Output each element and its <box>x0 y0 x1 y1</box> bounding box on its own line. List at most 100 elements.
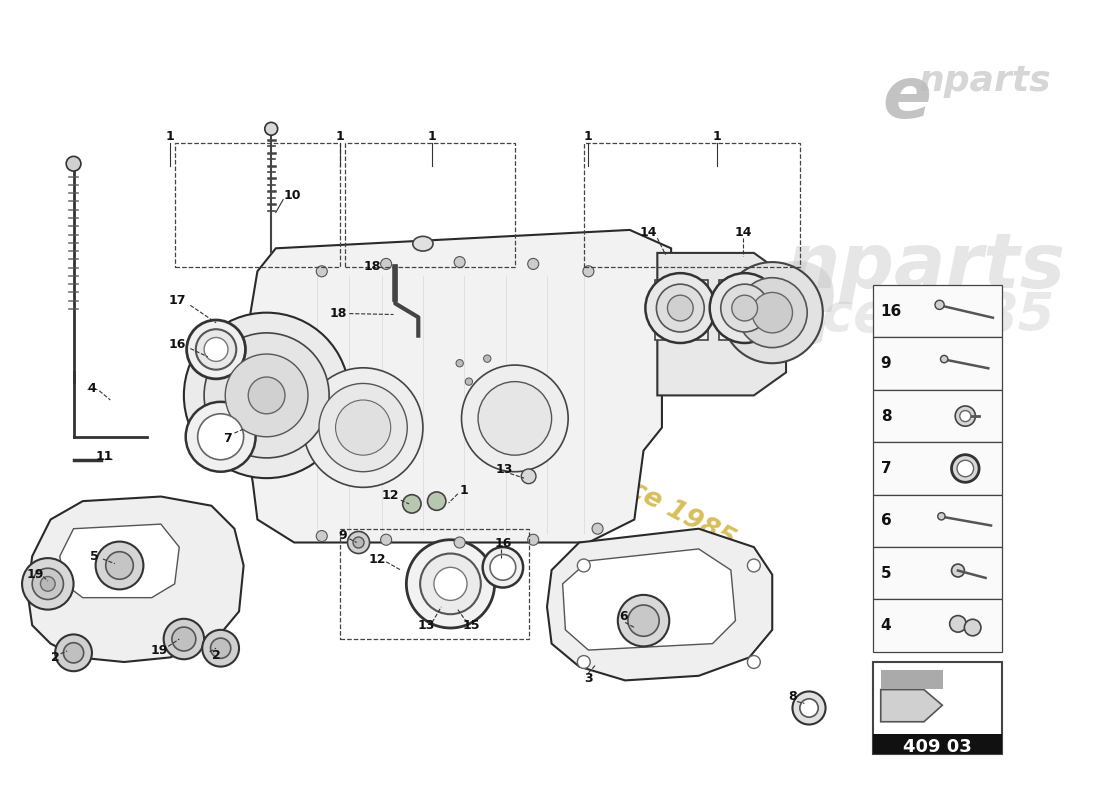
Circle shape <box>478 382 551 455</box>
Circle shape <box>319 383 407 472</box>
Bar <box>873 285 1002 338</box>
Text: 409 03: 409 03 <box>903 738 972 755</box>
Circle shape <box>957 460 974 477</box>
Text: 4: 4 <box>881 618 891 633</box>
Polygon shape <box>547 529 772 680</box>
Circle shape <box>628 605 659 636</box>
Text: since 1985: since 1985 <box>736 290 1055 342</box>
Text: a passion for parts since 1985: a passion for parts since 1985 <box>331 319 739 553</box>
Circle shape <box>646 273 715 343</box>
Circle shape <box>952 564 965 577</box>
Circle shape <box>317 266 328 277</box>
Bar <box>873 390 1002 442</box>
Circle shape <box>484 355 491 362</box>
Circle shape <box>528 534 539 546</box>
Circle shape <box>205 338 228 362</box>
Text: 4: 4 <box>88 382 97 395</box>
Circle shape <box>348 531 370 554</box>
Text: 5: 5 <box>881 566 891 581</box>
Bar <box>584 142 800 266</box>
Circle shape <box>937 513 945 520</box>
Circle shape <box>800 698 818 717</box>
Text: 1: 1 <box>460 483 469 497</box>
Bar <box>719 281 772 340</box>
Text: 9: 9 <box>339 529 348 542</box>
Circle shape <box>55 634 92 671</box>
Polygon shape <box>243 230 671 542</box>
Text: 3: 3 <box>584 672 593 685</box>
Text: 16: 16 <box>881 304 902 318</box>
Circle shape <box>960 410 971 422</box>
Circle shape <box>722 262 823 363</box>
Text: 14: 14 <box>734 226 751 239</box>
Circle shape <box>210 638 231 658</box>
Text: 8: 8 <box>881 409 891 423</box>
Circle shape <box>454 257 465 268</box>
Text: 1: 1 <box>166 130 175 142</box>
Circle shape <box>955 406 976 426</box>
Circle shape <box>454 537 465 548</box>
Text: 18: 18 <box>364 260 381 273</box>
Circle shape <box>668 295 693 321</box>
Polygon shape <box>59 524 179 598</box>
Text: 12: 12 <box>382 489 399 502</box>
Circle shape <box>336 400 390 455</box>
Circle shape <box>202 630 239 666</box>
Text: 1: 1 <box>336 130 344 142</box>
Text: 13: 13 <box>495 463 513 476</box>
Text: 8: 8 <box>789 690 796 702</box>
Circle shape <box>32 568 64 599</box>
Circle shape <box>96 542 143 590</box>
Circle shape <box>456 359 463 367</box>
Circle shape <box>952 454 979 482</box>
Text: 7: 7 <box>881 461 891 476</box>
Circle shape <box>940 355 948 362</box>
Circle shape <box>737 278 807 347</box>
Text: 16: 16 <box>494 537 512 550</box>
Text: 13: 13 <box>418 618 436 632</box>
Text: 1: 1 <box>584 130 593 142</box>
Text: 1: 1 <box>713 130 722 142</box>
Bar <box>654 281 708 340</box>
Text: 2: 2 <box>211 649 220 662</box>
Text: 17: 17 <box>168 294 186 307</box>
Bar <box>873 494 1002 547</box>
Text: 15: 15 <box>463 618 481 632</box>
Circle shape <box>935 300 944 310</box>
Text: 2: 2 <box>51 651 59 664</box>
Circle shape <box>433 567 468 601</box>
Circle shape <box>528 258 539 270</box>
Polygon shape <box>881 690 943 722</box>
Bar <box>873 599 1002 652</box>
Circle shape <box>184 313 350 478</box>
Text: e: e <box>882 65 932 134</box>
Circle shape <box>483 547 524 587</box>
Polygon shape <box>658 253 786 395</box>
Bar <box>175 142 340 266</box>
Text: nparts: nparts <box>920 65 1052 98</box>
Circle shape <box>198 414 243 460</box>
Circle shape <box>747 655 760 669</box>
Circle shape <box>381 258 392 270</box>
Circle shape <box>353 537 364 548</box>
Polygon shape <box>562 549 736 650</box>
Circle shape <box>732 295 758 321</box>
Circle shape <box>249 377 285 414</box>
Circle shape <box>420 554 481 614</box>
Circle shape <box>304 368 422 487</box>
Circle shape <box>428 492 446 510</box>
Text: 6: 6 <box>881 514 891 528</box>
Bar <box>873 662 1002 754</box>
Text: 5: 5 <box>90 550 99 562</box>
Text: 11: 11 <box>95 450 112 463</box>
Text: 14: 14 <box>639 226 657 239</box>
Circle shape <box>578 655 591 669</box>
Circle shape <box>657 284 704 332</box>
Circle shape <box>66 156 81 171</box>
Text: e: e <box>736 230 839 379</box>
Circle shape <box>187 320 245 379</box>
Circle shape <box>196 330 236 370</box>
Text: 12: 12 <box>368 553 386 566</box>
Text: 19: 19 <box>26 568 44 581</box>
Circle shape <box>583 266 594 277</box>
